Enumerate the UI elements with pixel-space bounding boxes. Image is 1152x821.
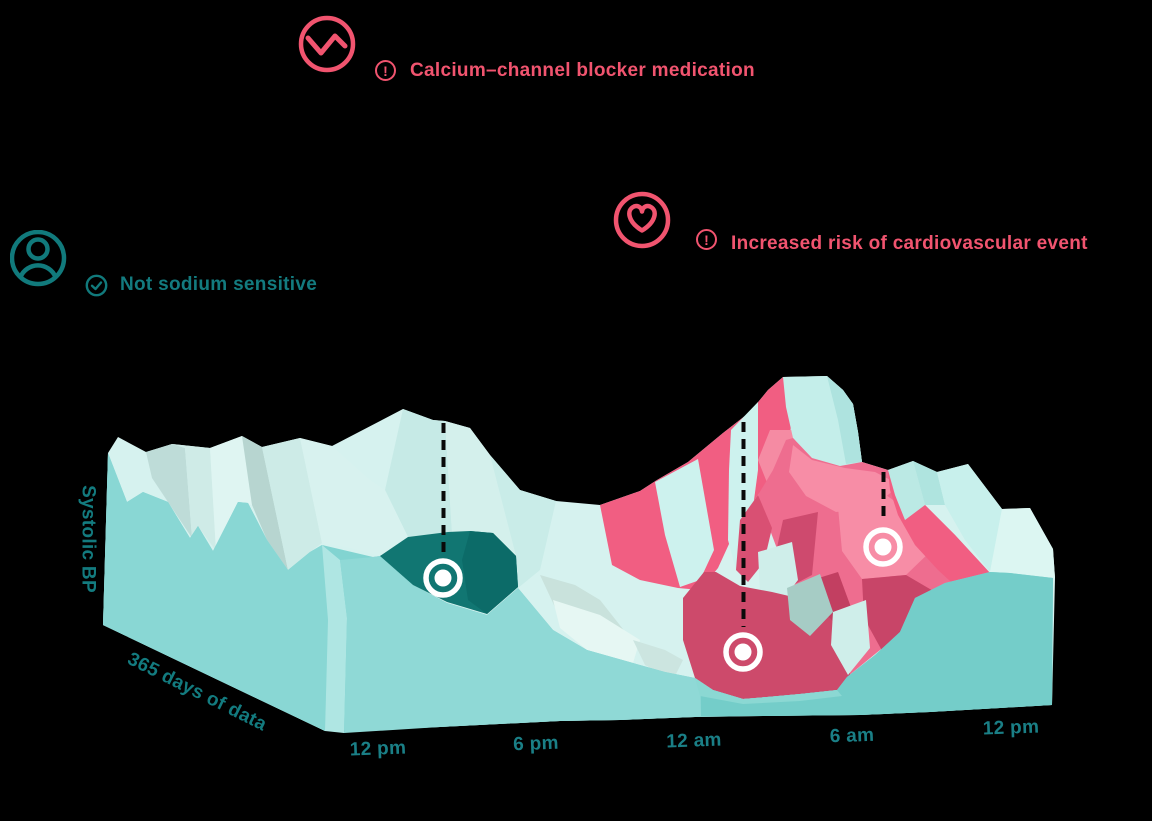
y-axis-label: Systolic BP	[77, 485, 99, 593]
alert-icon-cardio: !	[696, 229, 717, 250]
terrain-facet	[210, 436, 252, 551]
terrain-facet	[340, 556, 701, 733]
terrain-facet	[300, 438, 408, 556]
medication-icon	[298, 15, 356, 73]
terrain-facet	[655, 459, 714, 587]
medication-label: Calcium–channel blocker medication	[410, 60, 755, 81]
terrain-facet	[990, 508, 1055, 578]
data-point-marker[interactable]	[723, 632, 763, 672]
terrain-facet	[322, 545, 347, 733]
data-point-marker[interactable]	[863, 527, 903, 567]
terrain-facet	[553, 600, 640, 663]
terrain-facet	[728, 402, 758, 570]
alert-glyph: !	[383, 62, 388, 79]
terrain-facet	[789, 445, 900, 512]
terrain-facet	[172, 444, 216, 551]
heart-icon	[613, 191, 671, 249]
terrain-facet	[490, 455, 556, 588]
terrain-facet	[695, 678, 842, 704]
terrain-facet	[242, 436, 288, 570]
terrain-facet	[262, 438, 322, 570]
check-icon	[85, 274, 108, 297]
alert-icon-medication: !	[375, 60, 396, 81]
tick-12am: 12 am	[665, 729, 723, 753]
alert-glyph: !	[704, 231, 709, 248]
terrain-facet	[385, 409, 452, 537]
terrain-facet	[701, 572, 1053, 716]
terrain-facet	[831, 600, 870, 675]
terrain-facet	[462, 531, 518, 614]
tick-12pm-right: 12 pm	[982, 716, 1040, 740]
tick-6pm: 6 pm	[512, 732, 560, 756]
tick-12pm-left: 12 pm	[349, 737, 407, 761]
terrain-facet	[937, 464, 1002, 572]
person-icon	[10, 230, 67, 287]
terrain-facet	[633, 640, 683, 680]
data-point-marker[interactable]	[423, 558, 463, 598]
cardio-label: Increased risk of cardiovascular event	[731, 233, 1088, 254]
terrain-facet	[103, 453, 328, 731]
terrain-facet	[445, 421, 516, 556]
terrain-facet	[827, 376, 862, 464]
terrain-facet	[787, 574, 833, 636]
sodium-label: Not sodium sensitive	[120, 274, 318, 295]
terrain-facet	[888, 461, 925, 520]
terrain-facet	[146, 444, 192, 538]
tick-6am: 6 am	[829, 724, 875, 748]
